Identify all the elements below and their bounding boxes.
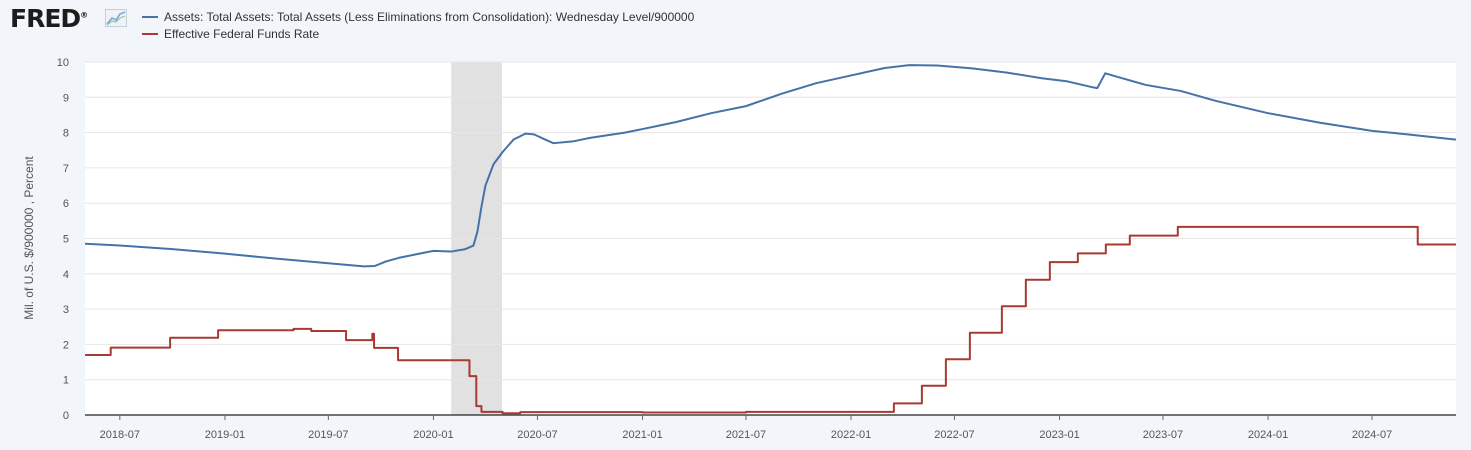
x-tick-2023-01: 2023-01 bbox=[1039, 429, 1079, 441]
x-tick-labels: 2018-07 2019-01 2019-07 2020-01 2020-07 2021-… bbox=[100, 415, 1392, 441]
y-tick-3: 3 bbox=[63, 304, 69, 316]
legend-swatch-fedfunds bbox=[142, 32, 158, 35]
y-tick-9: 9 bbox=[63, 92, 69, 104]
x-tick-2019-01: 2019-01 bbox=[205, 429, 245, 441]
x-tick-2022-01: 2022-01 bbox=[831, 429, 871, 441]
y-axis-title: Mil. of U.S. $/900000 , Percent bbox=[22, 156, 36, 320]
y-tick-4: 4 bbox=[63, 269, 69, 281]
series-line-assets bbox=[84, 64, 1457, 268]
y-tick-0: 0 bbox=[63, 410, 69, 422]
x-tick-2024-01: 2024-01 bbox=[1248, 429, 1288, 441]
y-tick-6: 6 bbox=[63, 198, 69, 210]
legend-item-fedfunds[interactable]: Effective Federal Funds Rate bbox=[142, 25, 694, 42]
legend-swatch-assets bbox=[142, 15, 158, 18]
registered-mark: ® bbox=[80, 10, 89, 20]
y-tick-labels: 0 1 2 3 4 5 6 7 8 9 10 bbox=[57, 57, 69, 422]
x-tick-2018-07: 2018-07 bbox=[100, 429, 140, 441]
fred-logo-text: FRED bbox=[10, 4, 81, 33]
line-graph-icon bbox=[105, 9, 127, 27]
x-tick-2020-01: 2020-01 bbox=[413, 429, 453, 441]
chart-header: FRED® Assets: Total Assets: Total Assets… bbox=[0, 0, 1471, 46]
x-tick-2023-07: 2023-07 bbox=[1143, 429, 1183, 441]
gridlines bbox=[85, 61, 1456, 381]
y-tick-1: 1 bbox=[63, 375, 69, 387]
y-tick-5: 5 bbox=[63, 234, 69, 246]
series-lines bbox=[84, 64, 1457, 415]
y-tick-7: 7 bbox=[63, 163, 69, 175]
legend-item-assets[interactable]: Assets: Total Assets: Total Assets (Less… bbox=[142, 8, 694, 25]
y-tick-2: 2 bbox=[63, 339, 69, 351]
x-tick-2019-07: 2019-07 bbox=[308, 429, 348, 441]
legend-label-fedfunds: Effective Federal Funds Rate bbox=[164, 26, 320, 41]
chart-legend: Assets: Total Assets: Total Assets (Less… bbox=[142, 8, 694, 42]
x-tick-2021-01: 2021-01 bbox=[622, 429, 662, 441]
x-tick-2020-07: 2020-07 bbox=[517, 429, 557, 441]
legend-label-assets: Assets: Total Assets: Total Assets (Less… bbox=[164, 9, 695, 24]
x-tick-2021-07: 2021-07 bbox=[726, 429, 766, 441]
x-tick-2024-07: 2024-07 bbox=[1352, 429, 1392, 441]
y-tick-10: 10 bbox=[57, 57, 69, 69]
fred-logo[interactable]: FRED® bbox=[10, 4, 88, 33]
x-tick-2022-07: 2022-07 bbox=[934, 429, 974, 441]
y-tick-8: 8 bbox=[63, 128, 69, 140]
series-line-fedfunds bbox=[85, 225, 1456, 415]
